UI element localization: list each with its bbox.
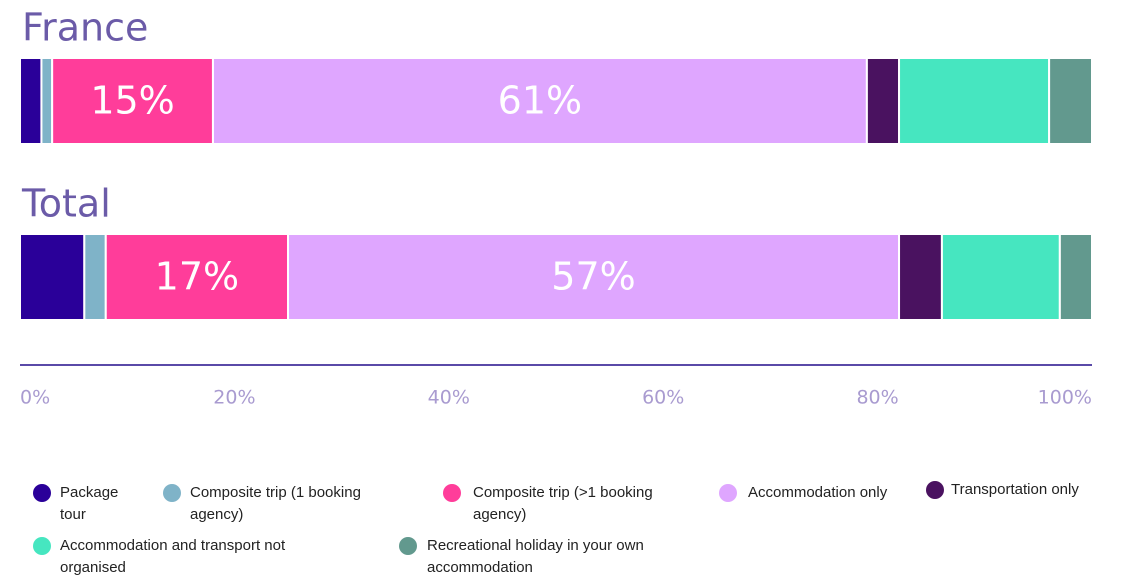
legend-swatch [163,484,181,502]
bar-segment [19,233,86,321]
value-label: 61% [498,79,582,123]
bar-segment [898,57,1051,145]
bar-segment [19,57,43,145]
legend-label: Accommodation and transport not organise… [60,537,286,576]
bar-segment [211,57,868,145]
bar-segment [83,233,107,321]
x-tick-label: 20% [213,387,255,409]
x-tick-label: 40% [428,387,470,409]
x-tick-label: 80% [856,387,898,409]
bar-segment [865,57,901,145]
legend-label: Accommodation only [748,484,888,501]
legend-label: Composite trip (>1 booking agency) [473,484,653,523]
legend-swatch [443,484,461,502]
value-label: 15% [90,79,174,123]
x-tick-label: 0% [20,387,50,409]
category-label: France [22,6,148,50]
legend-label: Composite trip (1 booking agency) [190,484,361,523]
x-tick-label: 60% [642,387,684,409]
legend-label: Package tour [60,484,119,523]
bar-segment [898,233,943,321]
bar-segment [104,233,290,321]
bar-segment [40,57,54,145]
legend-swatch [399,537,417,555]
bar-segment [1058,233,1093,321]
x-tick-label: 100% [1038,387,1092,409]
bar-segment [1048,57,1093,145]
value-label: 57% [551,255,635,299]
legend-swatch [33,537,51,555]
legend-swatch [926,481,944,499]
category-label: Total [21,182,111,226]
value-label: 17% [155,255,239,299]
legend-swatch [33,484,51,502]
bar-segment [287,233,901,321]
legend-swatch [719,484,737,502]
bar-segment [940,233,1061,321]
legend-label: Transportation only [951,481,1079,498]
legend-label: Recreational holiday in your own accommo… [427,537,644,576]
